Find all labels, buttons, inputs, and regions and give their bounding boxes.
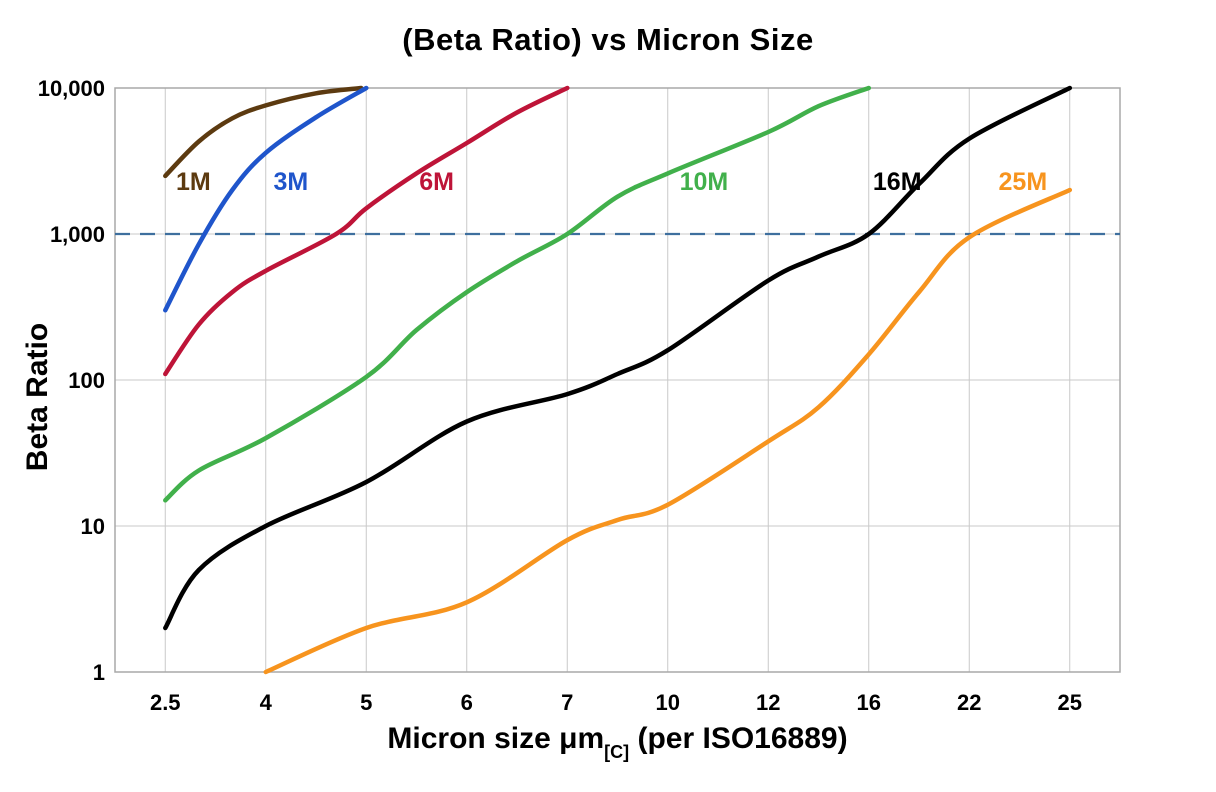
y-tick-label: 1 xyxy=(93,660,105,685)
x-tick-label: 6 xyxy=(461,690,473,715)
x-tick-label: 16 xyxy=(857,690,881,715)
x-axis-title-suffix: (per ISO16889) xyxy=(629,722,848,755)
plot-border xyxy=(114,87,1121,673)
x-tick-label: 10 xyxy=(656,690,680,715)
y-tick-label: 100 xyxy=(68,368,105,393)
series-line-1m xyxy=(163,85,364,179)
x-tick-label: 5 xyxy=(360,690,372,715)
x-tick-label: 12 xyxy=(756,690,780,715)
series-line-3m xyxy=(163,85,369,313)
series-line-25m xyxy=(263,187,1073,675)
series-label-3m: 3M xyxy=(274,168,309,196)
series-line-16m xyxy=(163,85,1073,631)
x-tick-label: 25 xyxy=(1058,690,1082,715)
x-tick-label: 22 xyxy=(957,690,981,715)
x-axis-title: Micron size μm[C] (per ISO16889) xyxy=(115,722,1120,762)
series-label-10m: 10M xyxy=(680,168,729,196)
series-label-25m: 25M xyxy=(999,168,1048,196)
series-label-16m: 16M xyxy=(873,168,922,196)
x-tick-label: 4 xyxy=(260,690,273,715)
chart-title: (Beta Ratio) vs Micron Size xyxy=(402,22,814,57)
y-tick-label: 10,000 xyxy=(38,76,105,101)
y-tick-label: 1,000 xyxy=(50,222,105,247)
x-tick-label: 7 xyxy=(561,690,573,715)
series-label-6m: 6M xyxy=(419,168,454,196)
series-label-1m: 1M xyxy=(176,168,211,196)
series-line-10m xyxy=(163,85,872,503)
y-tick-label: 10 xyxy=(81,514,105,539)
x-axis-title-subscript: [C] xyxy=(604,741,630,762)
series-line-6m xyxy=(163,85,570,377)
x-axis-title-prefix: Micron size μm xyxy=(387,722,605,755)
x-tick-label: 2.5 xyxy=(150,690,181,715)
